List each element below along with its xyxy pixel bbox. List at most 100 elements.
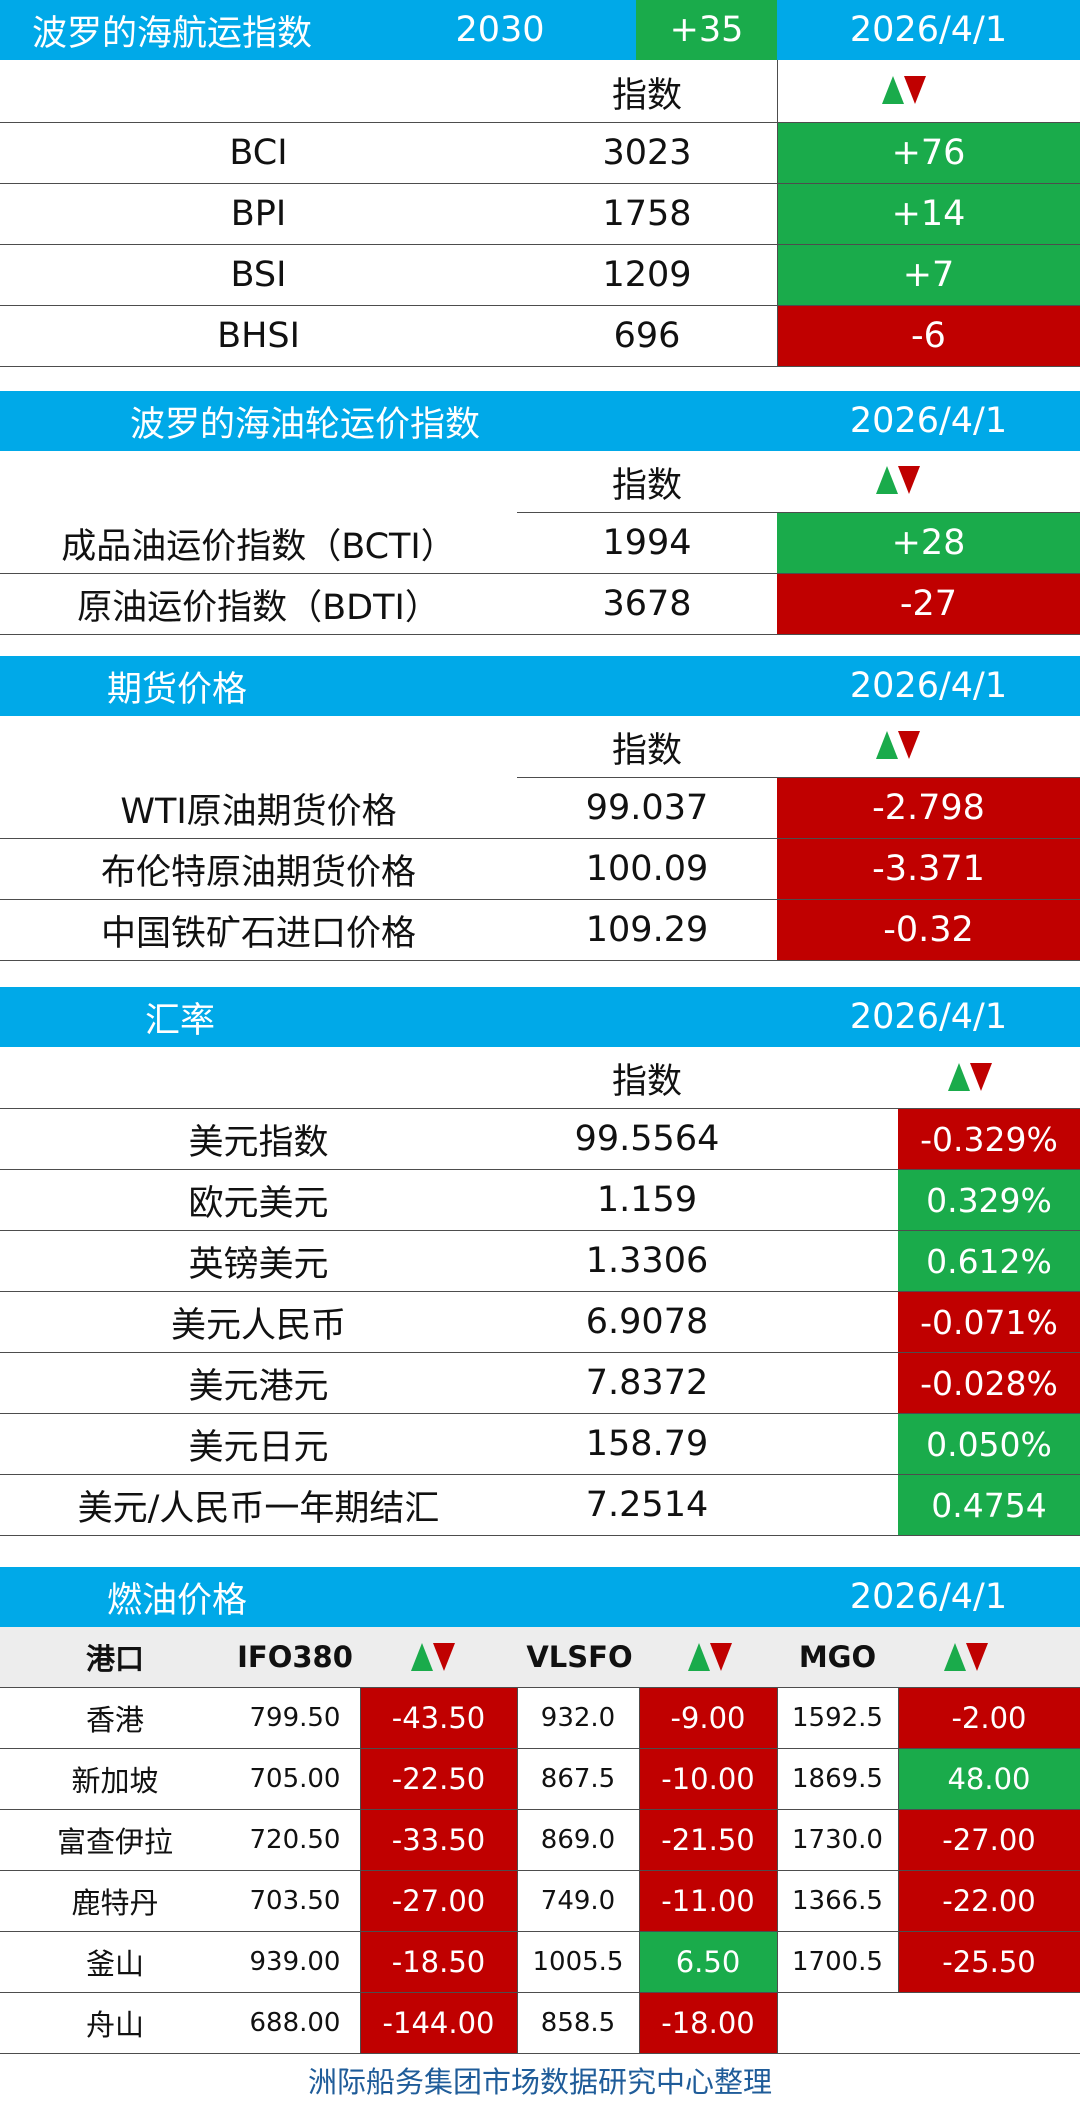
baltic-row-value: 1758 (602, 194, 692, 234)
bunker-row-mgo-change: -25.50 (898, 1932, 1080, 1992)
bunker-row-port: 新加坡 (71, 1764, 159, 1798)
bunker-row-ifo-change: -27.00 (360, 1871, 517, 1931)
futures-row-value: 100.09 (585, 849, 709, 889)
tanker-row-name: 原油运价指数（BDTI） (77, 587, 440, 628)
tanker-row-name: 成品油运价指数（BCTI） (61, 526, 456, 567)
bunker-row-mgo: 1592.5 (792, 1703, 883, 1733)
fx-row-change: -0.028% (898, 1353, 1080, 1413)
bunker-title-text: 燃油价格 (107, 1580, 248, 1621)
futures-title-text: 期货价格 (107, 669, 248, 710)
bunker-row-port: 釜山 (85, 1947, 144, 1981)
futures-row-name: 布伦特原油期货价格 (100, 852, 416, 893)
bunker-header-ifo: IFO380 (237, 1640, 353, 1674)
baltic-row-value: 1209 (602, 255, 692, 295)
up-down-arrows-icon (876, 730, 920, 760)
bunker-row-vlsfo-change: -9.00 (639, 1688, 777, 1748)
bunker-row-ifo-change: -43.50 (360, 1688, 517, 1748)
bunker-row-ifo: 688.00 (249, 2008, 341, 2038)
bunker-row-mgo: 1700.5 (792, 1947, 883, 1977)
fx-row-name: 英镑美元 (188, 1244, 329, 1285)
baltic-dry-change: +35 (636, 0, 777, 60)
baltic-row-change: +76 (777, 123, 1080, 183)
bunker-row-vlsfo-change: -18.00 (639, 1993, 777, 2053)
baltic-dry-title: 波罗的海航运指数 (0, 0, 636, 60)
futures-row-change: -3.371 (777, 839, 1080, 899)
fx-row-change: -0.071% (898, 1292, 1080, 1352)
bunker-header-vlsfo: VLSFO (526, 1640, 633, 1674)
bunker-row-mgo-change: 48.00 (898, 1749, 1080, 1809)
fx-date: 2026/4/1 (849, 997, 1008, 1037)
bunker-row-ifo: 939.00 (249, 1947, 341, 1977)
bunker-row-ifo: 703.50 (249, 1886, 341, 1916)
baltic-row-change: -6 (777, 306, 1080, 366)
futures-row-name: 中国铁矿石进口价格 (100, 913, 416, 954)
bunker-row-port: 富查伊拉 (56, 1825, 173, 1859)
tanker-row-value: 3678 (602, 584, 692, 624)
fx-row-change: 0.612% (898, 1231, 1080, 1291)
up-down-arrows-icon (944, 1642, 988, 1672)
fx-row-value: 1.3306 (585, 1241, 709, 1281)
bunker-row-vlsfo: 867.5 (540, 1764, 616, 1794)
bunker-header-mgo: MGO (798, 1640, 877, 1674)
fx-title: 汇率 (0, 987, 1080, 1047)
baltic-row-value: 696 (613, 316, 681, 356)
fx-row-name: 美元日元 (188, 1427, 329, 1468)
baltic-row-name: BCI (229, 133, 288, 173)
up-down-arrows-icon (688, 1642, 732, 1672)
bunker-row-vlsfo-change: -11.00 (639, 1871, 777, 1931)
futures-row-value: 99.037 (585, 788, 709, 828)
baltic-dry-value: 2030 (455, 10, 545, 50)
bunker-row-mgo: 1869.5 (792, 1764, 883, 1794)
bunker-row-vlsfo-change: 6.50 (639, 1932, 777, 1992)
baltic-row-change: +14 (777, 184, 1080, 244)
futures-row-value: 109.29 (585, 910, 709, 950)
bunker-row-ifo: 705.00 (249, 1764, 341, 1794)
bunker-row-vlsfo-change: -21.50 (639, 1810, 777, 1870)
fx-row-value: 7.8372 (585, 1363, 709, 1403)
tanker-date: 2026/4/1 (849, 401, 1008, 441)
bunker-row-vlsfo: 869.0 (540, 1825, 616, 1855)
bunker-row-vlsfo: 932.0 (540, 1703, 616, 1733)
fx-row-change: 0.050% (898, 1414, 1080, 1474)
fx-row-name: 美元/人民币一年期结汇 (77, 1488, 440, 1529)
futures-date: 2026/4/1 (849, 666, 1008, 706)
fx-row-change: 0.4754 (898, 1475, 1080, 1535)
fx-col-index: 指数 (611, 1061, 682, 1102)
bunker-row-ifo: 720.50 (249, 1825, 341, 1855)
bunker-row-mgo-change: -22.00 (898, 1871, 1080, 1931)
bunker-row-port: 鹿特丹 (71, 1886, 159, 1920)
footer-credit: 洲际船务集团市场数据研究中心整理 (307, 2065, 772, 2099)
fx-row-name: 美元港元 (188, 1366, 329, 1407)
fx-row-name: 欧元美元 (188, 1183, 329, 1224)
up-down-arrows-icon (882, 75, 926, 105)
fx-row-value: 7.2514 (585, 1485, 709, 1525)
bunker-row-mgo: 1730.0 (792, 1825, 883, 1855)
fx-row-value: 6.9078 (585, 1302, 709, 1342)
bunker-row-vlsfo: 749.0 (540, 1886, 616, 1916)
tanker-col-index: 指数 (611, 465, 682, 506)
futures-row-change: -2.798 (777, 778, 1080, 838)
fx-row-change: -0.329% (898, 1109, 1080, 1169)
up-down-arrows-icon (948, 1062, 992, 1092)
up-down-arrows-icon (876, 465, 920, 495)
fx-row-name: 美元人民币 (170, 1305, 346, 1346)
bunker-row-mgo: 1366.5 (792, 1886, 883, 1916)
up-down-arrows-icon (411, 1642, 455, 1672)
bunker-header-port: 港口 (85, 1642, 144, 1676)
bunker-row-mgo-change: -2.00 (898, 1688, 1080, 1748)
fx-title-text: 汇率 (145, 1000, 216, 1041)
baltic-row-name: BPI (230, 194, 287, 234)
fx-row-name: 美元指数 (188, 1122, 329, 1163)
tanker-row-value: 1994 (602, 523, 692, 563)
futures-title: 期货价格 (0, 656, 1080, 716)
bunker-row-ifo-change: -144.00 (360, 1993, 517, 2053)
bunker-row-vlsfo: 1005.5 (532, 1947, 624, 1977)
baltic-row-value: 3023 (602, 133, 692, 173)
bunker-title: 燃油价格 (0, 1567, 1080, 1627)
baltic-dry-date: 2026/4/1 (777, 0, 1080, 60)
bunker-date: 2026/4/1 (849, 1577, 1008, 1617)
bunker-row-ifo: 799.50 (249, 1703, 341, 1733)
bunker-row-ifo-change: -18.50 (360, 1932, 517, 1992)
fx-row-value: 1.159 (596, 1180, 698, 1220)
